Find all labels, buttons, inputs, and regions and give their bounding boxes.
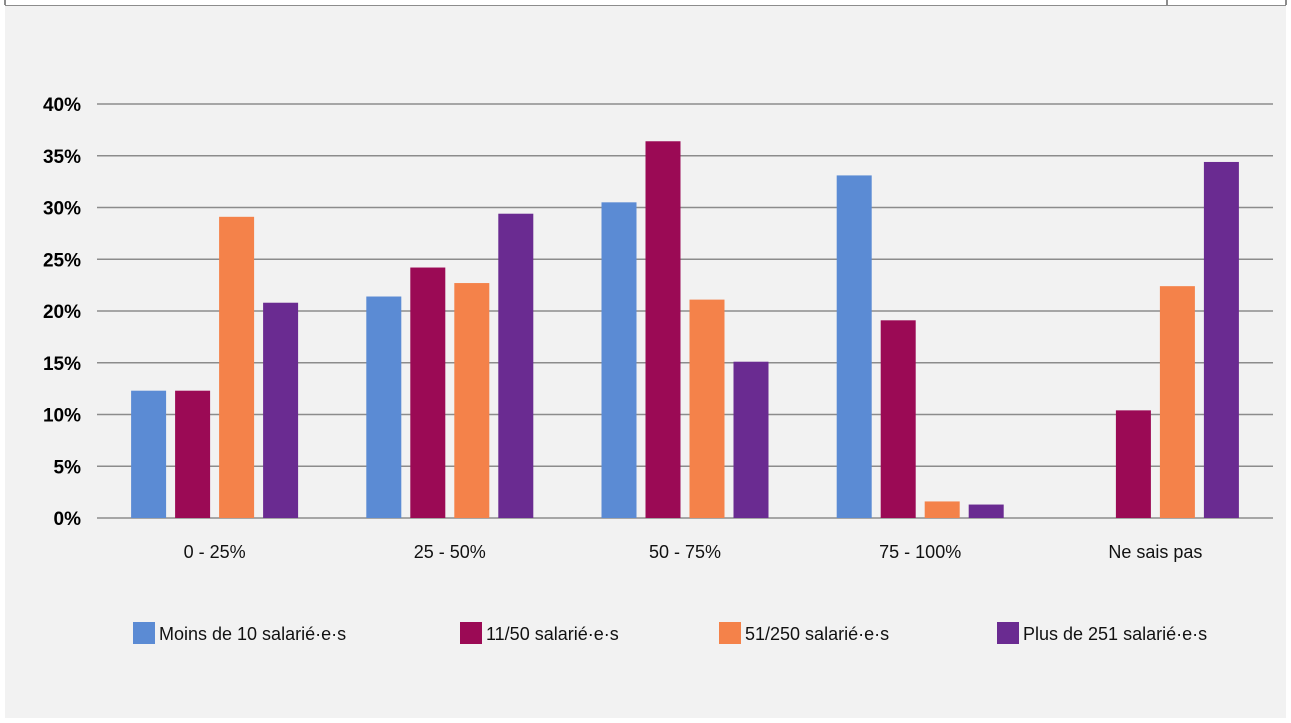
bar-chart: 0% 5% 10% 15% 20% 25% 30% 35% 40% 0 - 25% 25 - 50… [43,95,1273,644]
bars [131,141,1239,519]
bar [131,390,167,518]
legend-swatch [460,622,482,644]
bar [219,216,255,518]
bar [498,213,534,518]
legend-label: 51/250 salarié·e·s [745,624,889,644]
y-tick-label: 5% [54,457,82,478]
bar [1203,161,1239,518]
legend: Moins de 10 salarié·e·s 11/50 salarié·e·s… [133,622,1207,644]
bar [733,361,769,518]
legend-label: Moins de 10 salarié·e·s [159,624,346,644]
chart-area: 0% 5% 10% 15% 20% 25% 30% 35% 40% 0 - 25% 25 - 50… [5,5,1286,718]
bar [366,296,402,518]
bar [175,390,211,518]
bar [263,302,299,518]
top-edge-marks [4,0,1287,5]
bar [880,320,916,518]
y-tick-label: 10% [43,406,81,427]
bar [968,504,1004,518]
bar [601,202,637,518]
legend-swatch [719,622,741,644]
legend-label: Plus de 251 salarié·e·s [1023,624,1207,644]
bar [924,501,960,518]
bar [454,283,490,518]
legend-swatch [997,622,1019,644]
bar [645,141,681,518]
y-tick-label: 20% [43,302,81,323]
y-tick-label: 35% [43,147,81,168]
y-tick-label: 30% [43,199,81,220]
x-tick-label: 0 - 25% [184,542,246,562]
y-tick-label: 0% [54,509,82,530]
bar [836,175,872,519]
x-tick-label: 25 - 50% [414,542,486,562]
bar [1159,286,1195,518]
y-axis-ticks: 0% 5% 10% 15% 20% 25% 30% 35% 40% [43,95,81,530]
x-tick-label: Ne sais pas [1108,542,1202,562]
bar [1115,410,1151,518]
bar [689,299,725,518]
x-tick-label: 50 - 75% [649,542,721,562]
y-tick-label: 25% [43,250,81,271]
x-tick-label: 75 - 100% [879,542,961,562]
y-tick-label: 40% [43,95,81,116]
bar [410,267,446,518]
y-tick-label: 15% [43,354,81,375]
legend-swatch [133,622,155,644]
legend-label: 11/50 salarié·e·s [486,624,619,644]
x-axis-ticks: 0 - 25% 25 - 50% 50 - 75% 75 - 100% Ne sais … [184,542,1203,562]
